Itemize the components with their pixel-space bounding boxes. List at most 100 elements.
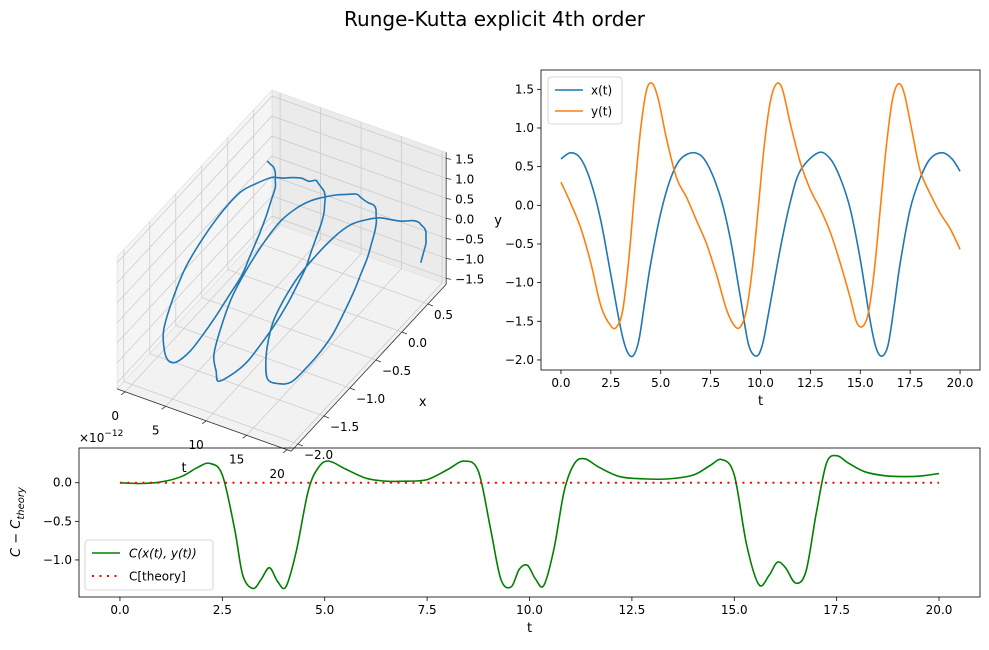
err-xtick-label: 20.0 xyxy=(926,603,953,617)
3d-x-tick-mark xyxy=(297,443,304,447)
ts-legend-box xyxy=(547,76,623,125)
ts-ytick-label: 1.0 xyxy=(515,121,534,135)
3d-t-axis-line xyxy=(116,388,292,452)
3d-t-tick-label: 5 xyxy=(152,423,160,437)
3d-x-axis-label: x xyxy=(419,395,427,410)
3d-y-tick-mark xyxy=(446,217,452,220)
3d-grid-line xyxy=(271,135,447,199)
err-legend-label: C[theory] xyxy=(129,570,186,584)
3d-y-tick-label: 1.5 xyxy=(455,152,474,166)
3d-y-tick-mark xyxy=(446,237,452,240)
3d-y-tick-label: 0.5 xyxy=(455,192,474,206)
err-xtick-label: 12.5 xyxy=(619,603,646,617)
err-frame xyxy=(78,447,981,598)
err-xtick-label: 0.0 xyxy=(110,603,129,617)
3d-y-tick-mark xyxy=(446,157,452,160)
ts-xtick-label: 2.5 xyxy=(601,376,620,390)
3d-x-tick-label: 0.0 xyxy=(408,336,427,350)
3d-grid-line xyxy=(271,175,447,239)
ts-xtick-label: 15.0 xyxy=(847,376,874,390)
ts-xlabel: t xyxy=(758,394,763,409)
ts-ytick-label: −1.0 xyxy=(505,276,534,290)
3d-x-axis-line xyxy=(290,284,447,452)
3d-x-tick-label: −1.5 xyxy=(330,420,359,434)
3d-y-tick-mark xyxy=(446,197,452,200)
ts-xtick-label: 10.0 xyxy=(747,376,774,390)
3d-grid-line xyxy=(271,195,447,259)
3d-y-tick-label: −0.5 xyxy=(455,232,484,246)
3d-grid-line xyxy=(116,95,273,264)
3d-y-tick-mark xyxy=(446,177,452,180)
err-xtick-label: 15.0 xyxy=(721,603,748,617)
3d-grid-line xyxy=(246,268,402,436)
ts-legend: x(t) y(t) xyxy=(547,76,623,125)
ts-legend-label: y(t) xyxy=(591,105,612,119)
err-xtick-label: 5.0 xyxy=(315,603,334,617)
3d-grid-line xyxy=(116,175,273,344)
3d-grid-line xyxy=(116,195,273,364)
3d-grid-line xyxy=(116,115,273,284)
3d-t-tick-mark xyxy=(120,391,126,396)
err-xtick-label: 10.0 xyxy=(516,603,543,617)
3d-t-tick-label: 20 xyxy=(269,467,284,481)
err-xtick-label: 2.5 xyxy=(213,603,232,617)
3d-t-tick-mark xyxy=(161,405,166,410)
3d-grid-line xyxy=(201,297,377,361)
3d-y-axis-label: y xyxy=(494,213,502,228)
3d-x-tick-mark xyxy=(427,303,434,307)
err-xtick-label: 7.5 xyxy=(418,603,437,617)
3d-x-tick-mark xyxy=(349,387,356,391)
3d-grid-line xyxy=(165,239,321,407)
3d-t-tick-label: 0 xyxy=(111,409,119,423)
3d-grid-line xyxy=(271,115,447,179)
ts-series-line-1 xyxy=(560,82,961,330)
ts-xtick-label: 5.0 xyxy=(651,376,670,390)
3d-t-tick-mark xyxy=(282,449,288,454)
err-xtick-label: 17.5 xyxy=(823,603,850,617)
3d-t-axis-label: t xyxy=(182,461,187,476)
3d-grid-line xyxy=(116,135,273,304)
err-legend-label: C(x(t), y(t)) xyxy=(129,547,197,561)
ts-xtick-label: 7.5 xyxy=(701,376,720,390)
3d-t-tick-mark xyxy=(201,420,207,425)
3d-grid-line xyxy=(116,155,273,324)
3d-grid-line xyxy=(123,381,299,445)
3d-t-tick-mark xyxy=(242,434,247,439)
err-series-line-0 xyxy=(119,454,940,590)
ts-ytick-label: 0.5 xyxy=(515,160,534,174)
3d-grid-line xyxy=(271,215,447,279)
err-xlabel: t xyxy=(527,621,532,636)
ts-frame xyxy=(540,69,981,371)
3d-trajectory-line xyxy=(162,160,427,385)
ts-ytick-label: −0.5 xyxy=(505,237,534,251)
3d-x-tick-mark xyxy=(323,415,330,419)
err-ytick-label: −1.0 xyxy=(43,553,72,567)
3d-grid-line xyxy=(271,95,447,159)
err-ytick-label: 0.0 xyxy=(53,476,72,490)
ts-xtick-label: 17.5 xyxy=(897,376,924,390)
ts-series-line-0 xyxy=(560,151,961,358)
ts-xtick-label: 12.5 xyxy=(797,376,824,390)
ts-xtick-label: 20.0 xyxy=(947,376,974,390)
err-ylabel: C − Ctheory xyxy=(9,486,27,557)
err-legend: C(x(t), y(t)) C[theory] xyxy=(84,539,214,591)
err-offset-text: ×10−12 xyxy=(79,429,123,445)
3d-t-tick-label: 10 xyxy=(188,438,203,452)
3d-y-tick-label: −1.0 xyxy=(455,252,484,266)
3d-y-tick-mark xyxy=(446,277,452,280)
ts-ytick-label: 1.5 xyxy=(515,82,534,96)
3d-y-tick-mark xyxy=(446,257,452,260)
3d-grid-line xyxy=(124,224,281,393)
figure-title: Runge-Kutta explicit 4th order xyxy=(344,7,646,31)
3d-grid-line xyxy=(227,269,403,333)
3d-y-tick-label: 0.0 xyxy=(455,212,474,226)
ts-ytick-label: −1.5 xyxy=(505,314,534,328)
ts-legend-label: x(t) xyxy=(591,84,612,98)
xy-time-series-axes: 0.0 2.5 5.0 7.5 10.0 12.5 15.0 17.5 20.0 −2.0 −1.5… xyxy=(505,69,981,409)
3d-x-tick-mark xyxy=(375,359,382,363)
3d-grid-line xyxy=(286,282,443,451)
3d-y-tick-label: 1.0 xyxy=(455,172,474,186)
3d-t-tick-label: 15 xyxy=(229,452,244,466)
ts-ytick-label: 0.0 xyxy=(515,198,534,212)
3d-grid-line xyxy=(116,215,273,384)
